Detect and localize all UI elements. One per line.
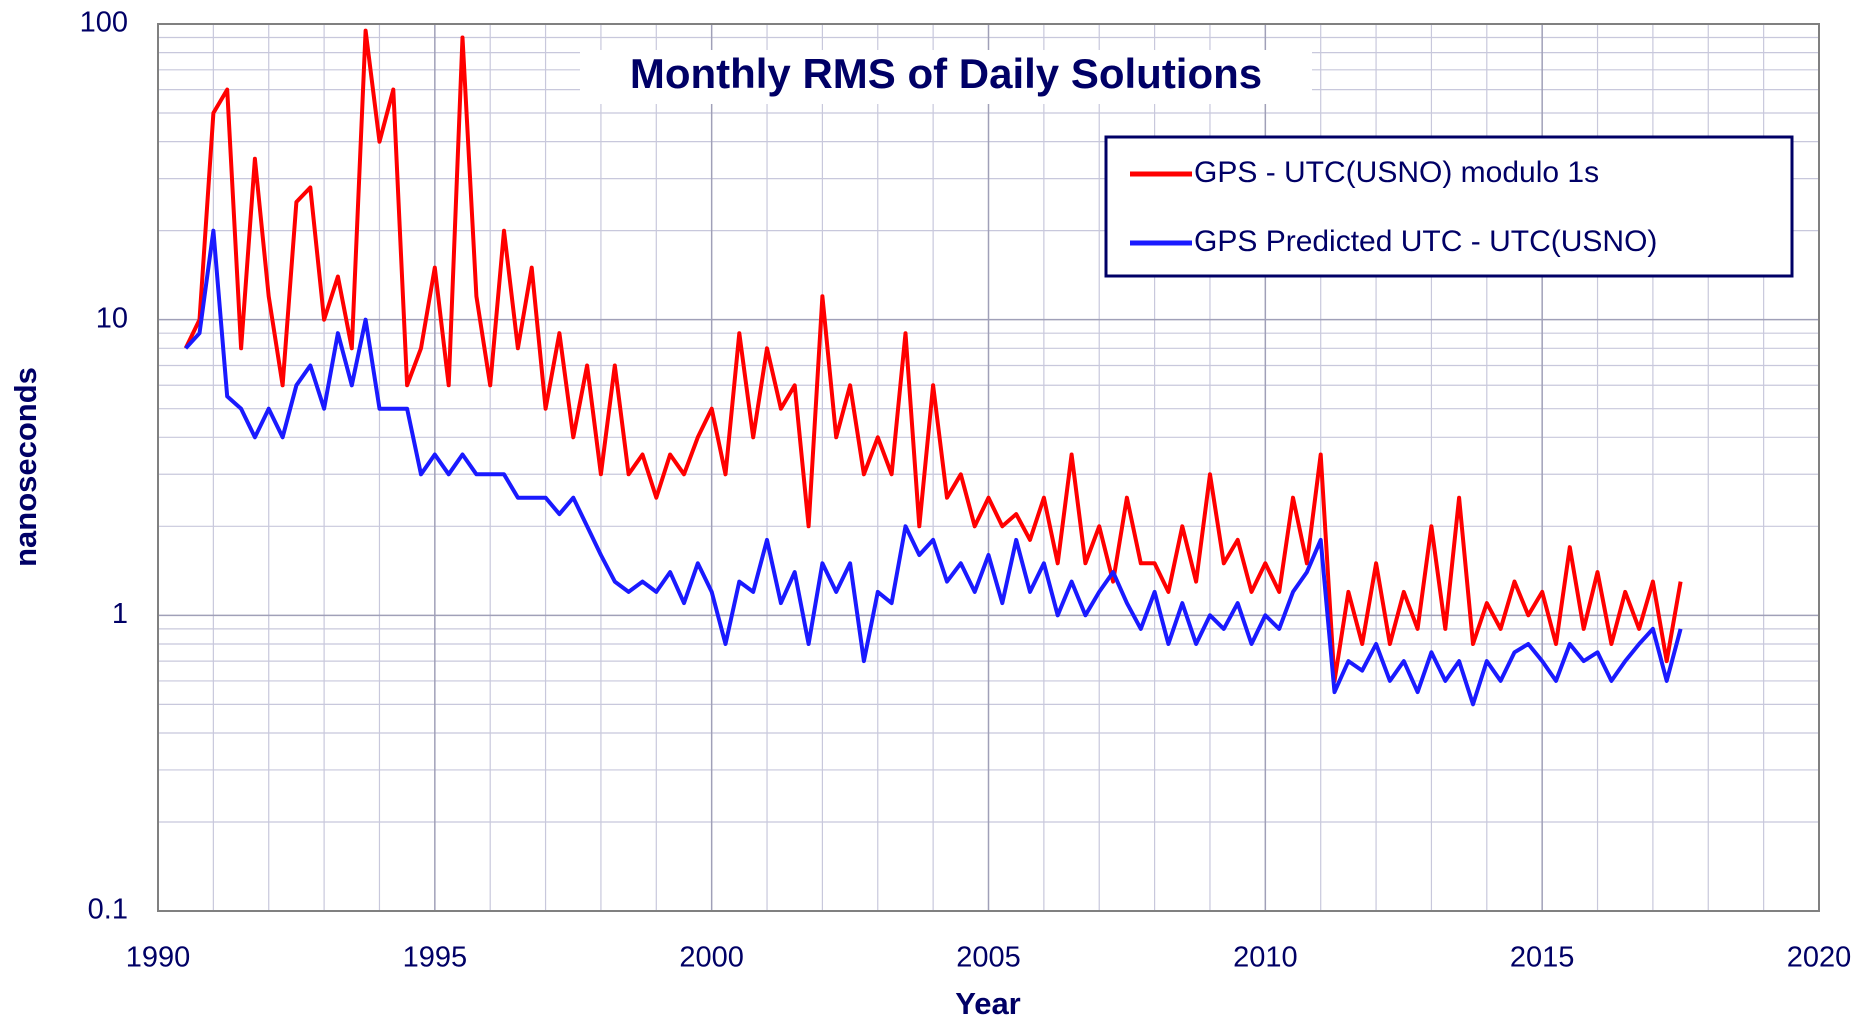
legend-label: GPS - UTC(USNO) modulo 1s	[1194, 156, 1599, 189]
y-tick-label: 0.1	[88, 894, 128, 926]
x-axis-label: Year	[955, 986, 1021, 1021]
y-tick-label: 10	[96, 302, 128, 334]
series-line	[183, 28, 1683, 683]
x-tick-label: 2010	[1233, 942, 1298, 974]
x-tick-label: 2015	[1510, 942, 1575, 974]
y-axis-label: nanoseconds	[8, 367, 43, 567]
lines	[183, 28, 1683, 707]
title-background	[580, 50, 1312, 104]
grid	[157, 23, 1820, 912]
series-line	[184, 228, 1683, 707]
legend: GPS - UTC(USNO) modulo 1s GPS Predicted U…	[1104, 135, 1794, 278]
x-tick-label: 2000	[679, 942, 744, 974]
plot-frame	[157, 23, 1820, 912]
legend-label: GPS Predicted UTC - UTC(USNO)	[1194, 225, 1657, 258]
y-tick-label: 100	[80, 7, 128, 39]
x-tick-label: 1995	[403, 942, 468, 974]
x-tick-label: 1990	[126, 942, 191, 974]
x-tick-label: 2020	[1787, 942, 1852, 974]
legend-box	[1104, 135, 1794, 278]
chart-title: Monthly RMS of Daily Solutions	[630, 50, 1262, 97]
x-tick-label: 2005	[956, 942, 1021, 974]
y-tick-label: 1	[112, 598, 128, 630]
